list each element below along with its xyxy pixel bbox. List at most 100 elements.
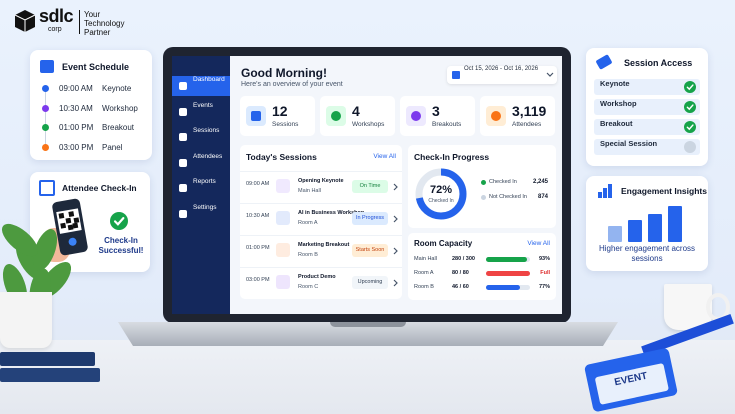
progress-title: Check-In Progress — [414, 152, 490, 162]
qr-cell — [73, 217, 80, 224]
session-row: 09:00 AM Opening Keynote Main Hall On Time — [240, 171, 402, 202]
nav-item[interactable]: Attendees — [172, 153, 230, 173]
view-all-link[interactable]: View All — [373, 153, 396, 160]
insights-text: Higher engagement across sessions — [598, 244, 696, 263]
legend-label: Not Checked In — [489, 194, 527, 200]
session-room: Room C — [298, 284, 319, 290]
date-picker[interactable]: Oct 15, 2026 - Oct 16, 2026 — [447, 66, 557, 84]
session-status: Upcoming — [352, 276, 388, 289]
qr-cell — [68, 211, 75, 217]
session-room: Main Hall — [298, 188, 321, 194]
chevron-line — [546, 72, 554, 77]
stat-value: 12 — [272, 103, 288, 119]
engagement-bar — [668, 206, 682, 242]
check-circle — [684, 101, 696, 113]
check-circle — [684, 81, 696, 93]
nav-icon — [179, 209, 187, 218]
session-time: 01:00 PM — [246, 245, 270, 251]
schedule-label: Workshop — [102, 103, 138, 113]
stat-card: 4 Workshops — [320, 96, 395, 136]
view-all-link[interactable]: View All — [527, 240, 550, 247]
legend-value: 2,245 — [532, 179, 548, 185]
stat-glyph — [491, 111, 501, 121]
stat-icon — [246, 106, 266, 126]
nav-label[interactable]: Reports — [193, 178, 216, 185]
capacity-percent: 93% — [538, 256, 550, 262]
session-icon — [276, 243, 290, 257]
session-status: In Progress — [352, 212, 388, 225]
insights-title: Engagement Insights — [621, 186, 707, 196]
chevron — [393, 215, 398, 223]
session-title: Marketing Breakout — [298, 242, 350, 248]
access-label: Workshop — [600, 99, 637, 108]
chevron — [393, 279, 398, 287]
capacity-panel: Room Capacity View All Main Hall 280 / 300 9… — [408, 233, 556, 300]
stat-label: Breakouts — [432, 121, 462, 128]
engagement-bar — [628, 220, 642, 242]
nav-item[interactable]: Reports — [172, 178, 230, 198]
logo-icon — [14, 10, 36, 32]
room-count: 80 / 80 — [452, 270, 469, 276]
qr-cell — [67, 224, 74, 231]
check-circle — [110, 212, 128, 230]
timeline — [45, 90, 46, 148]
timeline-dot — [42, 124, 49, 131]
nav-icon — [179, 184, 187, 192]
schedule-label: Breakout — [102, 123, 135, 132]
qr-cell — [72, 222, 79, 229]
timeline-dot — [42, 85, 49, 92]
date-icon — [452, 71, 460, 79]
access-row: Workshop — [594, 99, 700, 115]
sessions-title: Today's Sessions — [246, 152, 317, 162]
ticket-icon — [595, 54, 613, 70]
check-mark — [686, 124, 694, 131]
nav-label[interactable]: Attendees — [193, 152, 223, 160]
access-title: Session Access — [624, 58, 693, 68]
capacity-percent: Full — [540, 270, 550, 276]
room-name: Main Hall — [414, 256, 437, 262]
check-mark — [686, 84, 694, 91]
chart-icon — [598, 184, 612, 198]
greeting: Good Morning! — [241, 66, 327, 80]
brand-divider — [79, 10, 80, 34]
book — [0, 352, 95, 366]
access-row: Keynote — [594, 79, 700, 95]
legend-dot — [481, 195, 486, 200]
access-label: Keynote — [600, 79, 630, 88]
nav-icon — [179, 107, 187, 116]
nav-item[interactable]: Dashboard — [172, 76, 230, 96]
session-icon — [276, 211, 290, 225]
chevron-line — [393, 183, 398, 191]
nav-label[interactable]: Dashboard — [193, 76, 225, 83]
room-name: Room B — [414, 284, 434, 290]
qr-cell — [65, 217, 72, 224]
qr-code — [56, 208, 82, 234]
session-title: Opening Keynote — [298, 178, 344, 184]
insights-card: Engagement Insights Higher engagement acr… — [586, 176, 708, 271]
check-circle — [684, 121, 696, 133]
schedule-label: Keynote — [102, 84, 132, 93]
nav-item[interactable]: Events — [172, 102, 230, 122]
nav-item[interactable]: Settings — [172, 204, 230, 224]
pot — [0, 292, 52, 348]
book — [0, 368, 100, 382]
nav-label[interactable]: Settings — [193, 203, 217, 211]
check-icon — [110, 212, 128, 230]
donut-percent: 72% — [429, 184, 453, 196]
engagement-bars — [608, 206, 682, 242]
session-title: AI in Business Workshop — [298, 210, 365, 216]
nav-item[interactable]: Sessions — [172, 127, 230, 147]
qr-icon — [39, 180, 55, 196]
stat-label: Workshops — [352, 121, 385, 128]
session-row: 01:00 PM Marketing Breakout Room B Starts S… — [240, 235, 402, 266]
subtitle: Here's an overview of your event — [241, 81, 343, 88]
stat-icon — [326, 106, 346, 126]
nav-label[interactable]: Events — [193, 101, 213, 109]
nav-label[interactable]: Sessions — [193, 127, 220, 134]
engagement-bar — [648, 214, 662, 242]
schedule-time: 10:30 AM — [59, 103, 93, 113]
capacity-bar — [486, 271, 530, 276]
chevron — [393, 183, 398, 191]
legend-label: Checked In — [489, 179, 517, 185]
checkin-title: Attendee Check-In — [62, 183, 137, 193]
